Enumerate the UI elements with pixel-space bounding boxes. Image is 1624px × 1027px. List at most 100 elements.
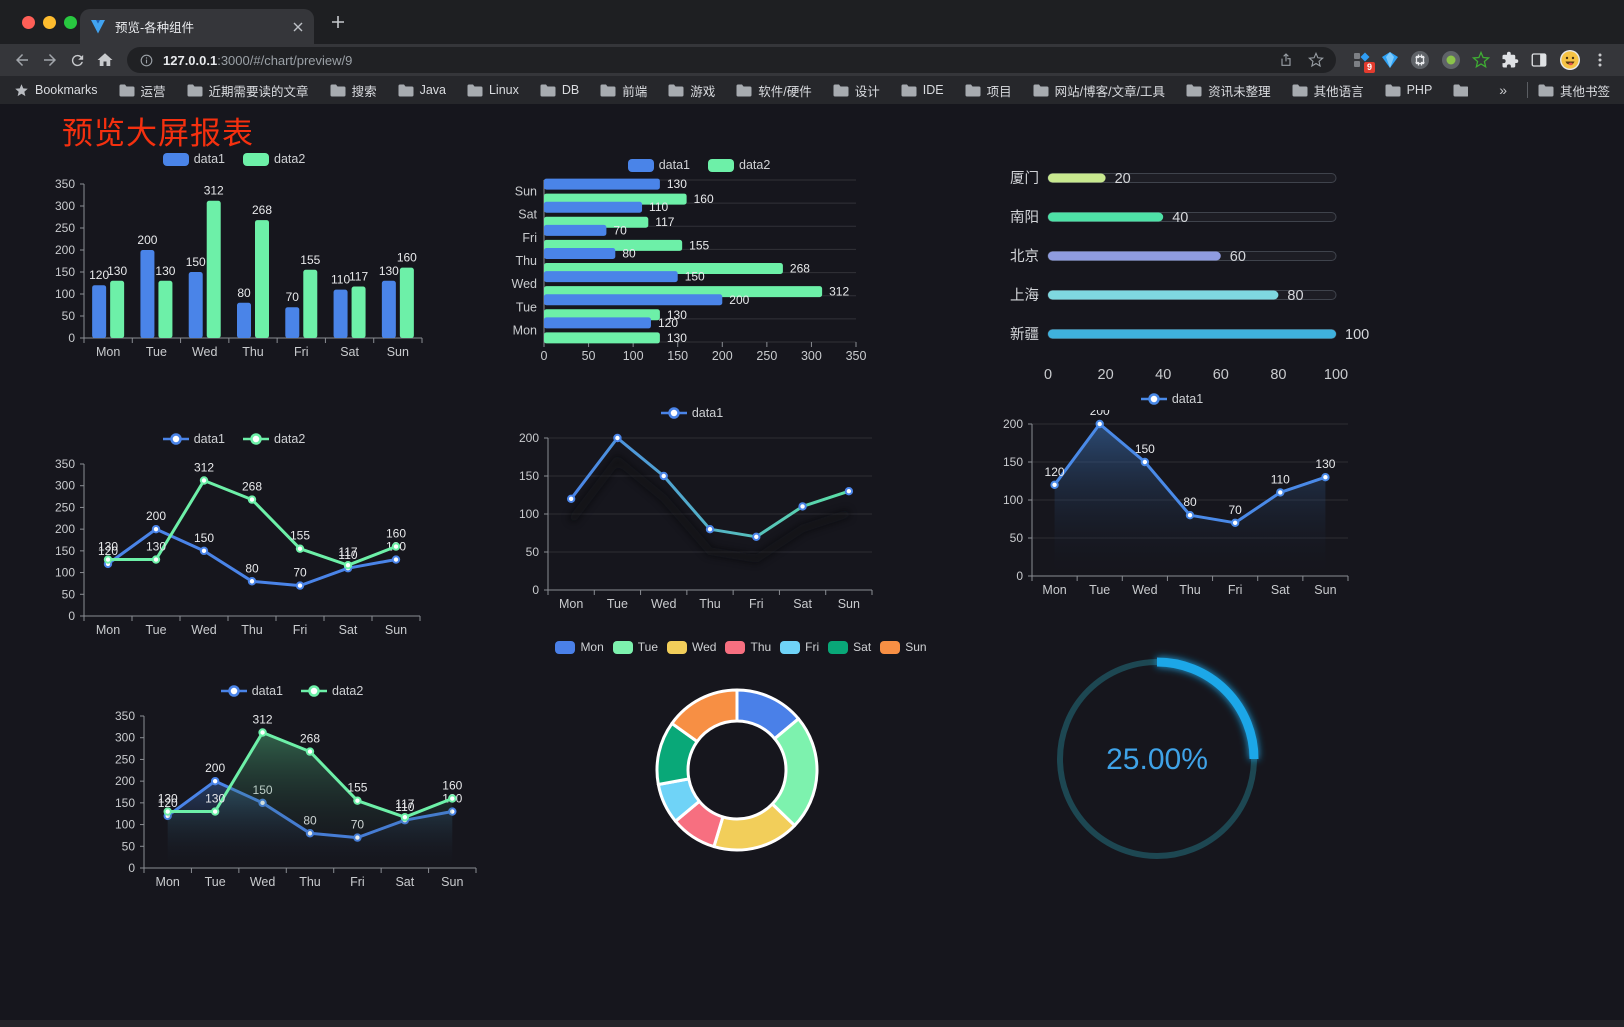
bookmark-folder[interactable]: Java (398, 83, 446, 97)
extension-grid-icon[interactable]: 9 (1352, 51, 1375, 73)
legend-item-data2[interactable]: data2 (301, 684, 363, 698)
data-point-marker (353, 796, 362, 805)
side-panel-icon[interactable] (1530, 51, 1548, 69)
bookmark-folder[interactable]: 设计 (833, 81, 880, 100)
minimize-window-button[interactable] (43, 16, 56, 29)
y-cat-label: Mon (513, 323, 537, 337)
data-point-marker (151, 524, 161, 534)
legend-item-data1[interactable]: data1 (627, 158, 690, 172)
legend-item-Sat[interactable]: Sat (828, 640, 871, 654)
legend-marker (667, 640, 688, 654)
legend-item-Thu[interactable]: Thu (725, 640, 771, 654)
progress-fill-上海 (1048, 290, 1279, 300)
bookmark-folder[interactable]: DB (540, 83, 579, 97)
data-point-marker (844, 486, 854, 496)
browser-menu-icon[interactable] (1592, 52, 1608, 68)
zoom-window-button[interactable] (64, 16, 77, 29)
bookmark-folder[interactable]: 前端 (600, 81, 647, 100)
point-value-label: 70 (293, 566, 307, 580)
bookmark-folder[interactable]: 网站/博客/文章/工具 (1033, 81, 1165, 100)
y-cat-label: Fri (522, 231, 537, 245)
row-label: 厦门 (1010, 170, 1039, 187)
x-tick-label: 350 (846, 349, 867, 363)
chart-line-gradient: data1 0 50 100 150 200 Mon Tue Wed Thu Fri Sat Sun (500, 404, 884, 616)
bookmark-folder[interactable]: 搜索 (330, 81, 377, 100)
bookmark-folder[interactable]: 软件/硬件 (736, 81, 812, 100)
legend-item-data1[interactable]: data1 (162, 432, 225, 446)
browser-tab[interactable]: 预览-各种组件 (80, 9, 314, 44)
folder-icon (330, 84, 346, 96)
legend-item-data1[interactable]: data1 (660, 406, 724, 420)
bookmark-folder[interactable]: IDE (901, 83, 944, 97)
bookmark-folder[interactable]: 项目 (965, 81, 1012, 100)
bookmark-star-icon[interactable] (1308, 52, 1324, 68)
address-bar[interactable]: 127.0.0.1:3000/#/chart/preview/9 (127, 47, 1336, 73)
x-tick-label: Fri (293, 623, 308, 637)
vue-devtools-icon[interactable] (1381, 51, 1399, 69)
recorder-extension-icon[interactable] (1441, 50, 1461, 70)
other-bookmarks-item[interactable]: 其他书签 (1538, 81, 1610, 100)
bookmark-folder[interactable]: 近期需要读的文章 (187, 81, 309, 100)
legend-item-Sun[interactable]: Sun (880, 640, 927, 654)
extensions-puzzle-icon[interactable] (1501, 51, 1519, 69)
bookmark-label: 游戏 (690, 84, 716, 99)
x-tick-label: 300 (801, 349, 822, 363)
legend-item-data2[interactable]: data2 (243, 432, 305, 446)
data-point-marker (295, 544, 305, 553)
bookmark-folder[interactable]: Linux (467, 83, 519, 97)
bookmark-folder[interactable]: 文件服务器 (1453, 81, 1469, 100)
forward-button[interactable] (41, 51, 59, 69)
bookmark-label: PHP (1406, 83, 1433, 97)
legend-marker (627, 158, 654, 172)
bookmark-folder[interactable]: 资讯未整理 (1186, 81, 1271, 100)
legend-item-Fri[interactable]: Fri (780, 640, 819, 654)
site-info-icon[interactable] (139, 53, 154, 68)
share-icon[interactable] (1278, 52, 1294, 68)
chart-canvas: 0 50 100 150 200 Mon Tue Wed Thu Fri Sat Sun (519, 431, 873, 611)
reload-button[interactable] (69, 52, 86, 69)
progress-fill-南阳 (1048, 212, 1164, 222)
legend-item-Mon[interactable]: Mon (555, 640, 604, 654)
folder-icon (833, 84, 849, 96)
extension-circle-icon[interactable] (1410, 50, 1430, 70)
data-point-marker (258, 728, 267, 737)
tab-title: 预览-各种组件 (115, 21, 195, 35)
bar-data1-Sat (333, 289, 348, 338)
back-button[interactable] (13, 51, 31, 69)
new-tab-button[interactable] (330, 14, 346, 30)
bookmark-folder[interactable]: 其他语言 (1292, 81, 1364, 100)
folder-icon (1186, 84, 1202, 96)
legend-item-Tue[interactable]: Tue (612, 640, 658, 654)
bookmark-folder[interactable]: 运营 (119, 81, 166, 100)
bookmark-folder[interactable]: 游戏 (668, 81, 715, 100)
bookmarks-manager-item[interactable]: Bookmarks (14, 83, 98, 98)
chart-gauge: 25.00% (1044, 646, 1270, 872)
legend-item-data2[interactable]: data2 (243, 152, 305, 166)
bar-data1-Tue (544, 294, 723, 306)
legend-item-data1[interactable]: data1 (220, 684, 283, 698)
close-window-button[interactable] (22, 16, 35, 29)
chart-legend: data1 data2 (36, 150, 432, 168)
legend-label: data1 (691, 406, 724, 420)
legend-item-data1[interactable]: data1 (1140, 392, 1203, 406)
tab-favicon (91, 19, 105, 33)
legend-item-data2[interactable]: data2 (708, 158, 770, 172)
y-cat-label: Tue (516, 300, 537, 314)
legend-marker (828, 640, 849, 654)
x-tick-label: Thu (299, 875, 321, 889)
line-shadow (567, 454, 851, 563)
bookmarks-overflow-chevron[interactable]: » (1499, 82, 1507, 98)
legend-item-data1[interactable]: data1 (162, 152, 225, 166)
bookmark-folder[interactable]: PHP (1385, 83, 1433, 97)
green-star-extension-icon[interactable] (1472, 51, 1490, 69)
y-tick-label: 200 (519, 431, 539, 445)
point-value-label: 200 (146, 509, 166, 523)
y-tick-label: 100 (519, 507, 539, 521)
x-tick-label: Thu (241, 623, 263, 637)
home-button[interactable] (96, 51, 114, 69)
profile-avatar[interactable] (1559, 49, 1581, 71)
legend-item-Wed[interactable]: Wed (667, 640, 716, 654)
data-point-marker (798, 502, 807, 511)
tab-close-icon[interactable] (292, 21, 304, 33)
